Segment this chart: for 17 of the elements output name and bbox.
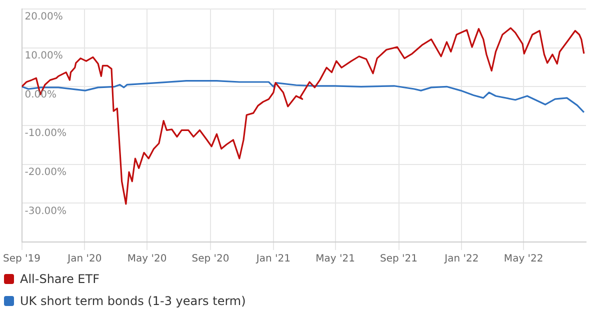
y-tick-label: 20.00% <box>24 12 63 23</box>
x-tick-label: May '20 <box>127 254 167 265</box>
x-tick-label: Jan '22 <box>444 254 479 265</box>
x-tick-label: Sep '20 <box>192 254 230 265</box>
y-tick-label: -20.00% <box>24 166 66 178</box>
y-tick-label: -30.00% <box>24 206 66 217</box>
x-tick-label: Jan '20 <box>66 254 102 265</box>
x-tick-label: May '22 <box>504 254 544 265</box>
y-tick-label: 10.00% <box>24 50 63 62</box>
legend-label: All-Share ETF <box>20 272 100 286</box>
x-tick-label: May '21 <box>316 254 355 265</box>
x-tick-label: Sep '19 <box>3 254 40 265</box>
y-tick-label: 0.00% <box>24 89 57 100</box>
y-tick-label: -10.00% <box>24 128 66 140</box>
x-tick-label: Sep '21 <box>380 254 418 265</box>
x-tick-label: Jan '21 <box>255 254 290 265</box>
legend-label: UK short term bonds (1-3 years term) <box>20 294 246 308</box>
